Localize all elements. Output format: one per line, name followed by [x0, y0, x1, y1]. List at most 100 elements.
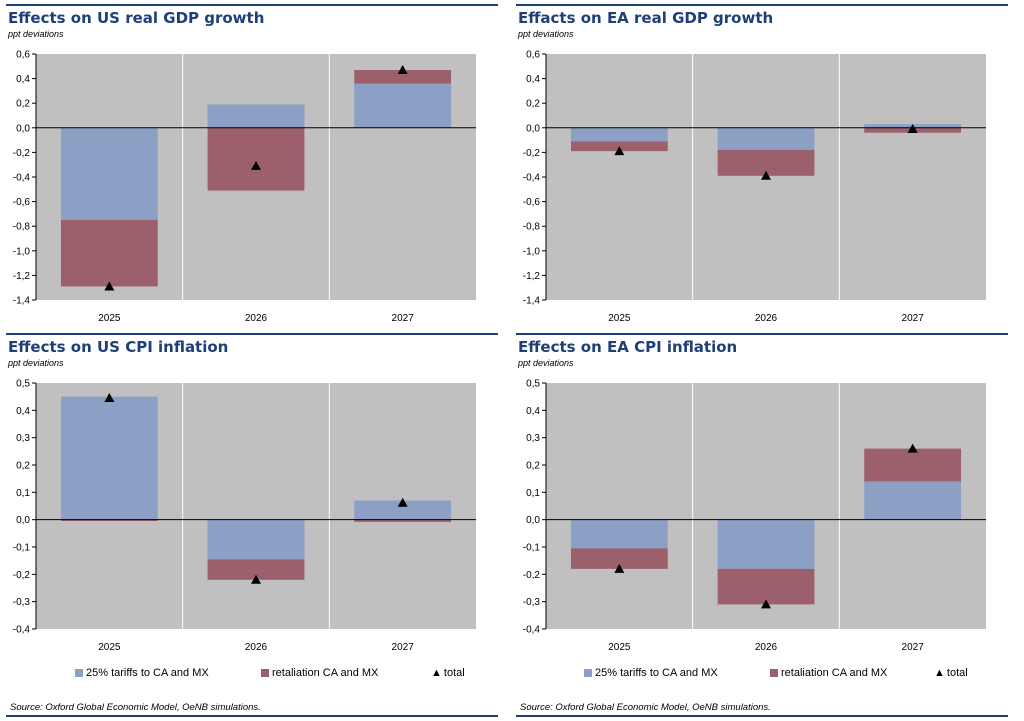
legend-right: 25% tariffs to CA and MX retaliation CA …	[584, 667, 1004, 681]
bottom-rule-left	[6, 715, 498, 717]
x-tick-label: 2027	[392, 313, 415, 324]
bar-tariffs	[354, 500, 452, 520]
legend-item-total: ▲ total	[934, 667, 968, 679]
chart-title: Effects on EA CPI inflation	[518, 338, 738, 356]
y-tick-label: -0,2	[13, 570, 31, 581]
total-marker	[397, 64, 408, 74]
chart-title: Effects on US CPI inflation	[8, 338, 229, 356]
y-tick-label: -1,2	[523, 271, 541, 282]
source-note-left: Source: Oxford Global Economic Model, Oe…	[10, 702, 261, 713]
x-tick-label: 2027	[902, 313, 925, 324]
chart-title: Effects on US real GDP growth	[8, 9, 265, 27]
y-tick-label: 0,2	[526, 99, 540, 110]
total-marker	[251, 160, 261, 170]
panel-top-rule	[6, 4, 498, 6]
total-marker	[761, 599, 771, 609]
x-tick-label: 2025	[98, 642, 121, 653]
panel-top-rule	[6, 333, 498, 335]
chart-svg: 0,5 0,4 0,3 0,2 0,1 0,0 -0,1 -0,2 -0,3 -0,4 2025 20…	[13, 379, 476, 653]
legend-item-retaliation: retaliation CA and MX	[261, 667, 378, 679]
y-tick-label: -1,0	[13, 246, 31, 257]
y-tick-label: -0,2	[523, 570, 541, 581]
y-tick-label: 0,0	[526, 123, 540, 134]
bar-tariffs	[207, 519, 305, 560]
bar-tariffs	[864, 481, 962, 520]
bar-tariffs	[717, 519, 815, 569]
total-marker	[614, 563, 625, 573]
y-tick-label: 0,5	[16, 379, 30, 390]
y-tick-label: 0,0	[526, 515, 540, 526]
y-tick-label: 0,4	[526, 74, 540, 85]
y-tick-label: 0,0	[16, 123, 30, 134]
legend-swatch-tariffs	[75, 669, 83, 677]
bar-tariffs	[207, 104, 305, 128]
chart-panel-ea-cpi: Effects on EA CPI inflation ppt deviatio…	[516, 333, 1016, 663]
triangle-marker-icon: ▲	[431, 667, 442, 679]
total-marker	[104, 281, 115, 291]
y-tick-label: 0,6	[526, 50, 540, 61]
x-tick-label: 2026	[245, 642, 268, 653]
y-tick-label: -0,4	[13, 173, 31, 184]
triangle-marker-icon: ▲	[934, 667, 945, 679]
y-tick-label: 0,4	[526, 406, 540, 417]
y-axis-unit-label: ppt deviations	[8, 29, 64, 39]
y-tick-label: 0,0	[16, 515, 30, 526]
legend-label-total: total	[946, 667, 968, 679]
chart-title: Effacts on EA real GDP growth	[518, 9, 774, 27]
y-tick-label: -1,0	[523, 246, 541, 257]
total-marker	[251, 574, 261, 584]
y-tick-label: -0,2	[13, 148, 31, 159]
x-tick-label: 2025	[608, 313, 631, 324]
x-tick-label: 2027	[392, 642, 415, 653]
legend-label-retaliation: retaliation CA and MX	[272, 667, 379, 679]
y-tick-label: -0,8	[523, 222, 541, 233]
y-tick-label: -0,4	[13, 625, 31, 636]
total-marker	[397, 497, 408, 507]
y-tick-label: -0,3	[523, 597, 541, 608]
y-axis-unit-label: ppt deviations	[518, 29, 574, 39]
y-tick-label: 0,2	[526, 461, 540, 472]
total-marker	[761, 170, 771, 180]
y-tick-label: -1,4	[13, 296, 31, 307]
y-tick-label: -0,2	[523, 148, 541, 159]
legend-swatch-retaliation	[770, 669, 778, 677]
total-marker	[614, 146, 625, 156]
legend-label-retaliation: retaliation CA and MX	[781, 667, 888, 679]
chart-panel-ea-gdp: Effacts on EA real GDP growth ppt deviat…	[516, 4, 1016, 334]
bar-retaliation	[60, 519, 158, 522]
bar-retaliation	[354, 519, 452, 522]
y-tick-label: -1,2	[13, 271, 31, 282]
bar-retaliation	[570, 548, 668, 569]
bar-retaliation	[717, 568, 815, 605]
y-tick-label: -0,3	[13, 597, 31, 608]
y-tick-label: -0,6	[13, 197, 31, 208]
chart-svg: 0,6 0,4 0,2 0,0 -0,2 -0,4 -0,6 -0,8 -1,0 -1,2 -1,4…	[523, 50, 986, 324]
y-tick-label: 0,4	[16, 406, 30, 417]
y-tick-label: 0,3	[16, 433, 30, 444]
total-marker	[104, 393, 115, 403]
y-tick-label: -0,4	[523, 625, 541, 636]
bar-tariffs	[570, 127, 668, 142]
total-marker	[907, 443, 918, 453]
y-tick-label: 0,5	[526, 379, 540, 390]
y-axis-unit-label: ppt deviations	[518, 358, 574, 368]
chart-svg: 0,6 0,4 0,2 0,0 -0,2 -0,4 -0,6 -0,8 -1,0 -1,2 -1,4…	[13, 50, 476, 324]
y-axis-unit-label: ppt deviations	[8, 358, 64, 368]
y-tick-label: -0,1	[13, 543, 31, 554]
legend-label-tariffs: 25% tariffs to CA and MX	[86, 667, 209, 679]
x-tick-label: 2026	[245, 313, 268, 324]
chart-panel-us-cpi: Effects on US CPI inflation ppt deviatio…	[6, 333, 506, 663]
bar-retaliation	[864, 448, 962, 482]
legend-item-tariffs: 25% tariffs to CA and MX	[75, 667, 209, 679]
x-tick-label: 2025	[608, 642, 631, 653]
bar-retaliation	[60, 220, 158, 287]
bottom-rule-right	[516, 715, 1008, 717]
legend-item-tariffs: 25% tariffs to CA and MX	[584, 667, 718, 679]
legend-swatch-retaliation	[261, 669, 269, 677]
x-tick-label: 2026	[755, 642, 778, 653]
bar-tariffs	[570, 519, 668, 549]
y-tick-label: 0,2	[16, 461, 30, 472]
y-tick-label: 0,1	[16, 488, 30, 499]
y-tick-label: 0,3	[526, 433, 540, 444]
chart-svg: 0,5 0,4 0,3 0,2 0,1 0,0 -0,1 -0,2 -0,3 -0,4 2025 20…	[523, 379, 986, 653]
